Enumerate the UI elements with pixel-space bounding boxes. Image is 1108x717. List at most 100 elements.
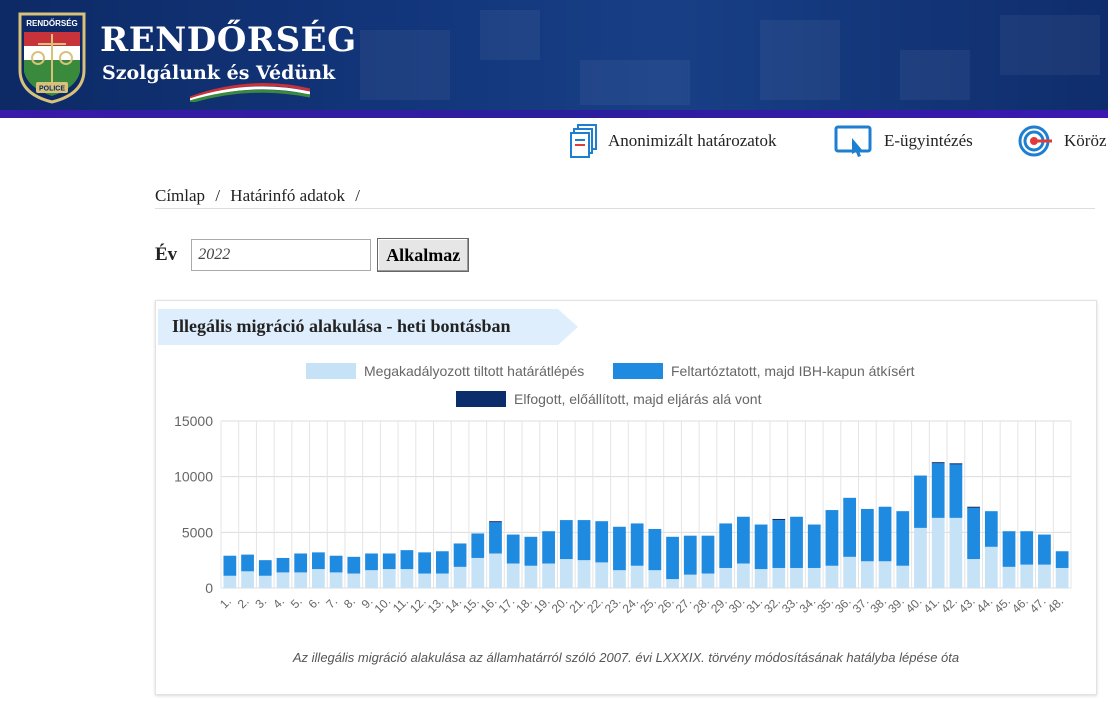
legend-label: Feltartóztatott, majd IBH-kapun átkísért xyxy=(671,363,915,379)
bar-segment xyxy=(807,567,821,588)
chart-bars xyxy=(223,462,1069,588)
bar-segment xyxy=(595,562,609,588)
bar-segment xyxy=(790,567,803,588)
x-axis: 1. 2. 3. 4. 5. 6. 7. 8. 9.10.11.12.13.14.15.16.1… xyxy=(217,594,1066,616)
bar-segment xyxy=(400,550,414,570)
nav-korozes[interactable]: Köröz xyxy=(1018,124,1106,158)
bar-segment xyxy=(1055,551,1069,568)
bar-segment xyxy=(347,556,361,574)
year-input[interactable] xyxy=(191,239,372,271)
bar-segment xyxy=(790,516,803,568)
breadcrumb-separator: / xyxy=(215,186,221,205)
header-decoration xyxy=(360,30,450,100)
panel-title-text: Illegális migráció alakulása - heti bont… xyxy=(172,316,511,336)
bar-segment xyxy=(967,507,980,560)
bar-segment xyxy=(648,570,662,588)
nav-label: Köröz xyxy=(1064,131,1107,150)
header-decoration xyxy=(480,10,540,60)
bar-segment xyxy=(949,463,963,465)
bar-segment xyxy=(896,511,910,566)
bar-segment xyxy=(294,553,308,573)
bar-segment xyxy=(1002,566,1016,588)
bar-segment xyxy=(489,521,502,523)
x-tick-label: 8. xyxy=(341,594,358,611)
nav-label: Anonimizált határozatok xyxy=(608,131,777,150)
year-filter: Év Alkalmaz xyxy=(155,238,470,272)
breadcrumb-home[interactable]: Címlap xyxy=(155,186,206,205)
bar-segment xyxy=(542,563,555,588)
migration-chart: Megakadályozott tiltott határátlépés Felt… xyxy=(174,363,1072,665)
bar-segment xyxy=(559,559,573,588)
bar-segment xyxy=(400,569,414,588)
bar-segment xyxy=(329,572,343,588)
bar-segment xyxy=(1055,567,1069,588)
bar-segment xyxy=(683,535,697,575)
bar-segment xyxy=(737,563,750,588)
bar-segment xyxy=(701,535,715,574)
nav-anonimizalt-hatarozatok[interactable]: Anonimizált határozatok xyxy=(570,124,777,158)
document-icon xyxy=(570,124,597,158)
bar-segment xyxy=(878,506,892,562)
header-decoration xyxy=(900,50,970,100)
bar-segment xyxy=(825,510,839,566)
apply-button[interactable]: Alkalmaz xyxy=(377,238,470,272)
header-decoration xyxy=(1000,15,1100,75)
x-tick-label: 7. xyxy=(323,594,340,611)
bar-segment xyxy=(1020,564,1034,588)
breadcrumb-separator: / xyxy=(355,186,360,205)
y-axis: 0 5000 10000 15000 xyxy=(174,413,213,596)
x-tick-label: 1. xyxy=(217,594,234,611)
police-logo[interactable]: RENDŐRSÉG POLICE xyxy=(16,8,88,104)
bar-segment xyxy=(435,551,449,574)
legend-swatch xyxy=(613,363,663,379)
bar-segment xyxy=(506,563,520,588)
bar-segment xyxy=(418,552,432,574)
bar-segment xyxy=(1038,564,1051,588)
bar-segment xyxy=(241,554,254,572)
bar-segment xyxy=(241,571,254,588)
bar-segment xyxy=(931,517,945,588)
bar-segment xyxy=(666,536,679,580)
bar-segment xyxy=(1020,531,1034,565)
nav-e-ugyintezes[interactable]: E-ügyintézés xyxy=(834,124,973,158)
x-tick-label: 2. xyxy=(235,594,252,611)
breadcrumb: Címlap / Határinfó adatok / xyxy=(155,186,1095,209)
breadcrumb-hatarinfo[interactable]: Határinfó adatok xyxy=(230,186,345,205)
bar-segment xyxy=(595,521,609,563)
y-tick-label: 0 xyxy=(205,580,213,596)
header-stripe xyxy=(0,110,1108,118)
year-label: Év xyxy=(155,244,178,265)
brand-subtitle: Szolgálunk és Védünk xyxy=(102,62,336,84)
bar-segment xyxy=(524,565,538,588)
bar-segment xyxy=(1002,531,1016,567)
bar-segment xyxy=(772,520,786,568)
x-tick-label: 48. xyxy=(1045,594,1067,616)
header-decoration xyxy=(580,60,690,105)
nav-label: E-ügyintézés xyxy=(884,131,973,150)
bar-segment xyxy=(931,462,945,464)
header-decoration xyxy=(760,20,840,100)
bar-segment xyxy=(754,524,768,570)
bar-segment xyxy=(453,543,467,567)
bar-segment xyxy=(506,534,520,564)
bar-segment xyxy=(843,497,857,557)
legend-swatch xyxy=(456,391,506,407)
bar-segment xyxy=(807,524,821,568)
bar-segment xyxy=(223,555,237,576)
bar-segment xyxy=(754,569,768,588)
bar-segment xyxy=(382,553,396,570)
flag-swoosh-icon xyxy=(190,83,310,102)
chart-panel: Illegális migráció alakulása - heti bont… xyxy=(155,300,1097,695)
bar-segment xyxy=(365,570,378,588)
bar-segment xyxy=(577,520,591,561)
bar-segment xyxy=(984,511,998,547)
legend-label: Elfogott, előállított, majd eljárás alá … xyxy=(514,391,762,407)
y-tick-label: 15000 xyxy=(174,413,213,429)
bar-segment xyxy=(542,531,555,564)
bar-segment xyxy=(312,569,325,588)
bar-segment xyxy=(347,573,361,588)
bar-segment xyxy=(613,526,626,571)
brand-title: RENDŐRSÉG xyxy=(100,20,357,60)
x-tick-label: 3. xyxy=(252,594,269,611)
bar-segment xyxy=(860,561,874,588)
